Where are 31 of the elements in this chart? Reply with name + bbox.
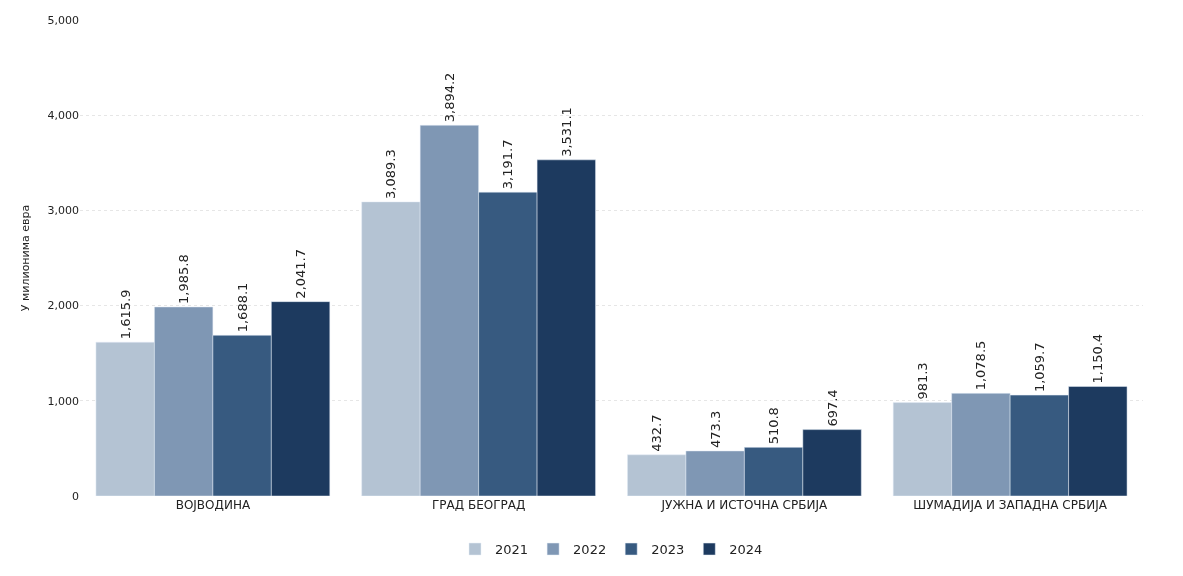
text: 1,150.4 (1090, 333, 1106, 384)
text: 3,894.2 (441, 72, 457, 123)
text: 1,078.5 (973, 340, 989, 391)
text: 3,531.1 (558, 107, 574, 157)
legend-label: 2023 (651, 542, 685, 558)
x-tick-label: ВОЈВОДИНА (175, 498, 251, 512)
legend-label: 2021 (495, 542, 529, 558)
x-tick-label: ЈУЖНА И ИСТОЧНА СРБИЈА (660, 498, 828, 512)
text: 1,059.7 (1031, 342, 1047, 393)
y-tick-label: 3,000 (47, 204, 79, 218)
text: 510.8 (766, 407, 782, 445)
y-tick-label: 1,000 (47, 394, 79, 408)
y-axis-title: У милионима евра (19, 204, 33, 312)
text: 473.3 (707, 410, 723, 448)
text: 3,089.3 (383, 149, 399, 199)
legend-label: 2022 (573, 542, 607, 558)
text: 432.7 (649, 414, 665, 452)
x-tick-label: ШУМАДИЈА И ЗАПАДНА СРБИЈА (913, 498, 1108, 512)
y-tick-label: 0 (72, 489, 79, 503)
text: 2,041.7 (293, 249, 309, 299)
text: 1,985.8 (176, 254, 192, 304)
y-tick-label: 2,000 (47, 299, 79, 313)
legend-label: 2024 (729, 542, 763, 558)
text: 3,191.7 (500, 139, 516, 190)
x-tick-label: ГРАД БЕОГРАД (431, 498, 526, 512)
text: 1,688.1 (234, 282, 250, 333)
text: 1,615.9 (117, 289, 133, 340)
text: 697.4 (824, 389, 840, 427)
y-tick-label: 4,000 (47, 109, 79, 123)
y-tick-label: 5,000 (47, 13, 79, 27)
text: 981.3 (914, 362, 930, 400)
